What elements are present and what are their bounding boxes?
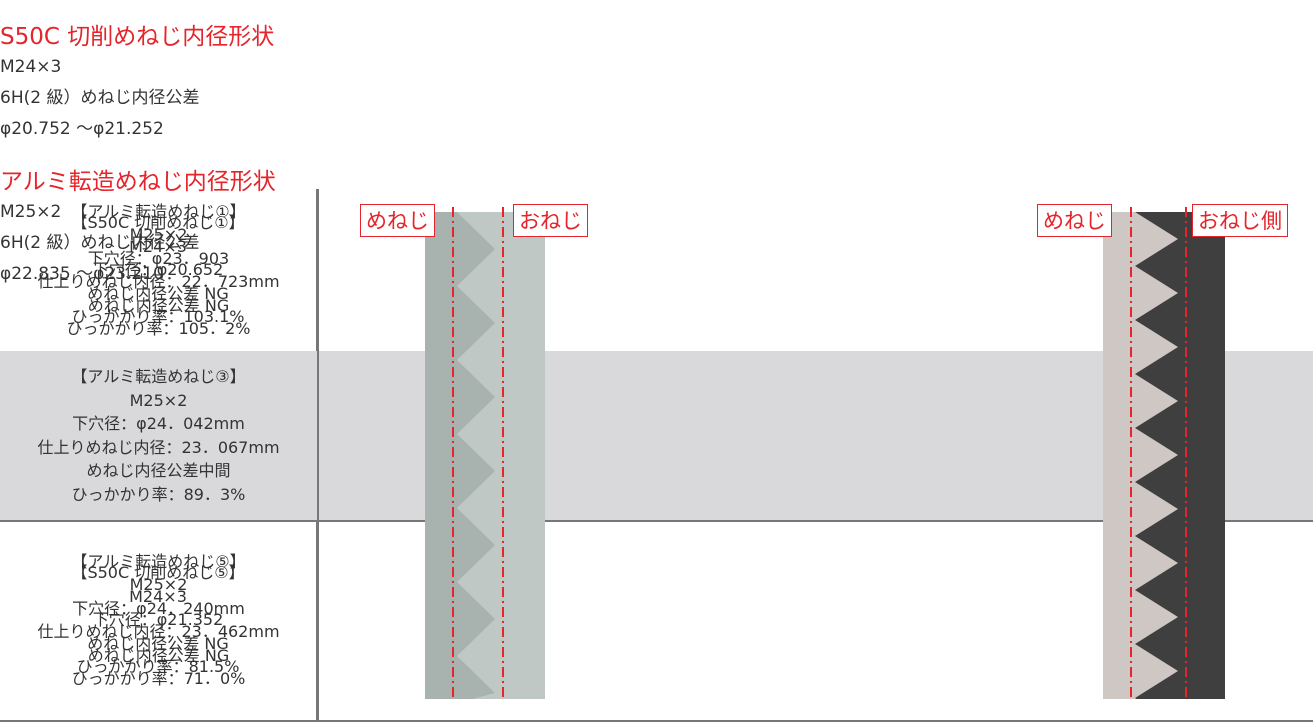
spec-line: M25×2 bbox=[129, 575, 188, 594]
spec-cell: 【アルミ転造めねじ①】 M25×2 下穴径：φ23．903 仕上りめねじ内径：22．7… bbox=[0, 189, 319, 351]
image-label: めねじ bbox=[1037, 204, 1112, 237]
spec-line: 【アルミ転造めねじ①】 bbox=[71, 201, 246, 221]
header: S50C 切削めねじ内径形状 M24×3 6H(2 級）めねじ内径公差 φ20.752… bbox=[0, 22, 633, 145]
spec-line: 下穴径：φ20.652 bbox=[92, 260, 224, 280]
spec-line: めねじ内径公差 NG bbox=[87, 645, 230, 665]
spec-line: めねじ内径公差中間 bbox=[86, 461, 231, 480]
header-line: φ20.752 〜φ21.252 bbox=[0, 119, 164, 139]
spec-line: M25×2 bbox=[129, 390, 188, 410]
spec-line: M24×3 bbox=[129, 236, 187, 256]
panel: S50C 切削めねじ内径形状 M24×3 6H(2 級）めねじ内径公差 φ20.752… bbox=[0, 22, 1313, 722]
spec-line: 仕上りめねじ内径：23．462mm bbox=[37, 622, 280, 641]
title: アルミ転造めねじ内径形状 bbox=[0, 169, 276, 195]
image-label: おねじ bbox=[513, 204, 588, 237]
spec-line: M24×3 bbox=[129, 586, 187, 606]
spec-line: めねじ内径公差 NG bbox=[87, 633, 229, 653]
panel: アルミ転造めねじ内径形状 M25×2 6H(2 級）めねじ内径公差 φ22.835 〜… bbox=[0, 167, 1313, 722]
image-label: めねじ bbox=[360, 204, 435, 237]
spec-line: 下穴径：φ23．903 bbox=[87, 248, 230, 268]
spec-line: ひっかかり率：81.5% bbox=[76, 657, 240, 677]
spec-cell: 【アルミ転造めねじ③】 M25×2 下穴径：φ24．042mm 仕上りめねじ内径：23… bbox=[0, 351, 319, 520]
page: (() => { const data = JSON.parse(documen… bbox=[0, 22, 1313, 722]
header-line: M25×2 bbox=[0, 202, 62, 222]
spec-line: ひっかかり率：103.1% bbox=[71, 307, 245, 327]
spec-line: 【アルミ転造めねじ⑤】 bbox=[71, 551, 246, 571]
table-row: 【アルミ転造めねじ①】 M25×2 下穴径：φ23．903 仕上りめねじ内径：22．7… bbox=[0, 189, 1313, 353]
spec-line: ひっかかり率：105．2% bbox=[66, 319, 251, 338]
table-row: 【アルミ転造めねじ③】 M25×2 下穴径：φ24．042mm 仕上りめねじ内径：23… bbox=[0, 351, 1313, 522]
spec-line: 下穴径：φ21.352 bbox=[92, 610, 224, 630]
spec-line: めねじ内径公差 NG bbox=[87, 283, 229, 303]
spec-line: 下穴径：φ24．042mm bbox=[72, 414, 245, 433]
spec-line: ひっかかり率：89．3% bbox=[71, 484, 246, 504]
spec-cell: 【S50C 切削めねじ①】 M24×3 下穴径：φ20.652 めねじ内径公差 NG ひ… bbox=[0, 189, 318, 351]
title: S50C 切削めねじ内径形状 bbox=[0, 24, 275, 50]
spec-line: 【S50C 切削めねじ⑤】 bbox=[71, 563, 245, 583]
header-line: φ22.835 〜φ23.210 bbox=[0, 264, 164, 284]
spec-line: 仕上りめねじ内径：23．067mm bbox=[37, 437, 280, 457]
spec-line: 【アルミ転造めねじ③】 bbox=[71, 367, 246, 386]
spec-line: 下穴径：φ24．240mm bbox=[72, 598, 245, 618]
spec-line: ひっかかり率：71．0% bbox=[71, 669, 246, 688]
spec-line: 【S50C 切削めねじ①】 bbox=[71, 213, 245, 233]
spec-cell: 【アルミ転造めねじ⑤】 M25×2 下穴径：φ24．240mm 仕上りめねじ内径：23… bbox=[0, 520, 319, 720]
table-row: 【アルミ転造めねじ⑤】 M25×2 下穴径：φ24．240mm 仕上りめねじ内径：23… bbox=[0, 520, 1313, 722]
spec-line: 仕上りめねじ内径：22．723mm bbox=[37, 272, 280, 291]
header: アルミ転造めねじ内径形状 M25×2 6H(2 級）めねじ内径公差 φ22.835 〜… bbox=[0, 167, 660, 290]
header-line: M24×3 bbox=[0, 57, 62, 77]
spec-line: めねじ内径公差 NG bbox=[87, 295, 230, 315]
header-line: 6H(2 級）めねじ内径公差 bbox=[0, 88, 200, 108]
image-label: おねじ側 bbox=[1192, 204, 1288, 237]
header-line: 6H(2 級）めねじ内径公差 bbox=[0, 233, 200, 253]
spec-line: M25×2 bbox=[129, 225, 188, 244]
